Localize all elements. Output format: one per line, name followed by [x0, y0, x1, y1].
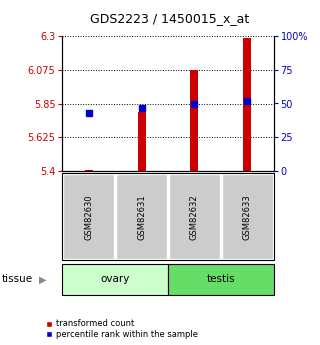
Text: GDS2223 / 1450015_x_at: GDS2223 / 1450015_x_at [90, 12, 249, 26]
Text: tissue: tissue [2, 275, 33, 284]
Text: ovary: ovary [100, 275, 130, 284]
Text: GSM82633: GSM82633 [243, 195, 252, 240]
Bar [243, 38, 251, 171]
Bar [138, 112, 146, 171]
Text: testis: testis [206, 275, 235, 284]
Text: GSM82631: GSM82631 [137, 195, 146, 240]
Text: GSM82632: GSM82632 [190, 195, 199, 240]
Text: GSM82630: GSM82630 [84, 195, 93, 240]
Text: ▶: ▶ [39, 275, 47, 284]
Bar [190, 70, 198, 171]
Legend: transformed count, percentile rank within the sample: transformed count, percentile rank withi… [46, 319, 198, 339]
Bar [85, 170, 93, 171]
